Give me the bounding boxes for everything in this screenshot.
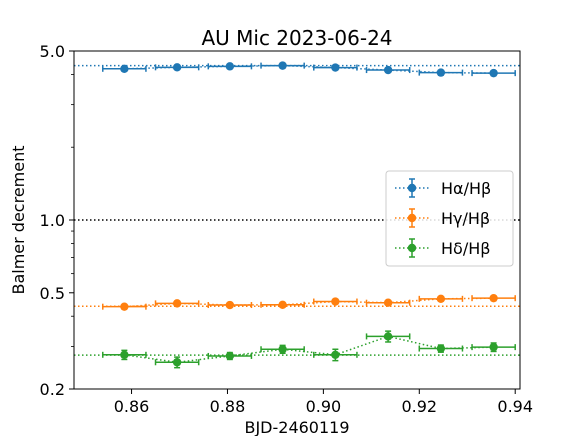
chart-title: AU Mic 2023-06-24	[201, 26, 392, 50]
plot-area	[74, 61, 520, 369]
y-tick-label: 5.0	[40, 42, 65, 61]
data-point	[331, 350, 340, 359]
data-point	[436, 344, 446, 353]
legend-marker	[407, 213, 417, 223]
series-line	[124, 64, 494, 74]
plot-clip-group	[74, 61, 520, 369]
data-point	[172, 358, 182, 367]
legend-label: Hδ/Hβ	[441, 239, 490, 258]
x-tick-label: 0.94	[497, 397, 533, 416]
data-point	[331, 297, 340, 306]
legend-marker	[407, 243, 417, 253]
data-point	[383, 332, 393, 341]
data-point	[489, 68, 498, 78]
data-point	[489, 342, 498, 352]
data-point	[120, 64, 129, 74]
legend-label: Hγ/Hβ	[441, 209, 490, 228]
series-2	[102, 330, 516, 369]
data-point	[436, 68, 446, 77]
y-tick-label: 0.5	[40, 284, 65, 303]
data-point	[172, 63, 182, 72]
series-0	[102, 61, 516, 78]
legend-marker	[407, 183, 417, 193]
data-point	[331, 63, 340, 72]
data-point	[436, 294, 446, 304]
y-tick-label: 0.2	[40, 380, 65, 399]
data-point	[383, 298, 393, 307]
x-axis-label: BJD-2460119	[244, 418, 349, 436]
y-axis-label: Balmer decrement	[9, 145, 28, 294]
series-1	[102, 293, 516, 311]
data-point	[120, 302, 129, 311]
data-point	[383, 65, 393, 75]
x-tick-label: 0.88	[210, 397, 246, 416]
x-tick-label: 0.86	[114, 397, 150, 416]
plot-frame	[73, 50, 521, 390]
data-point	[225, 62, 235, 71]
x-tick-label: 0.90	[306, 397, 342, 416]
data-point	[278, 345, 287, 354]
data-point	[278, 300, 287, 309]
legend: Hα/Hβ Hγ/Hβ Hδ/Hβ	[385, 170, 514, 267]
y-tick-label: 1.0	[40, 211, 65, 230]
data-point	[120, 350, 129, 359]
x-tick-label: 0.92	[401, 397, 437, 416]
legend-label: Hα/Hβ	[441, 179, 491, 198]
data-point	[489, 293, 498, 303]
data-point	[278, 61, 287, 70]
data-point	[225, 300, 235, 310]
data-point	[172, 299, 182, 308]
axis-ticks: 0.86 0.88 0.90 0.92 0.94 0.2 0.5 1.0 5.0	[40, 42, 533, 416]
legend-box	[385, 170, 514, 267]
data-point	[225, 351, 235, 361]
